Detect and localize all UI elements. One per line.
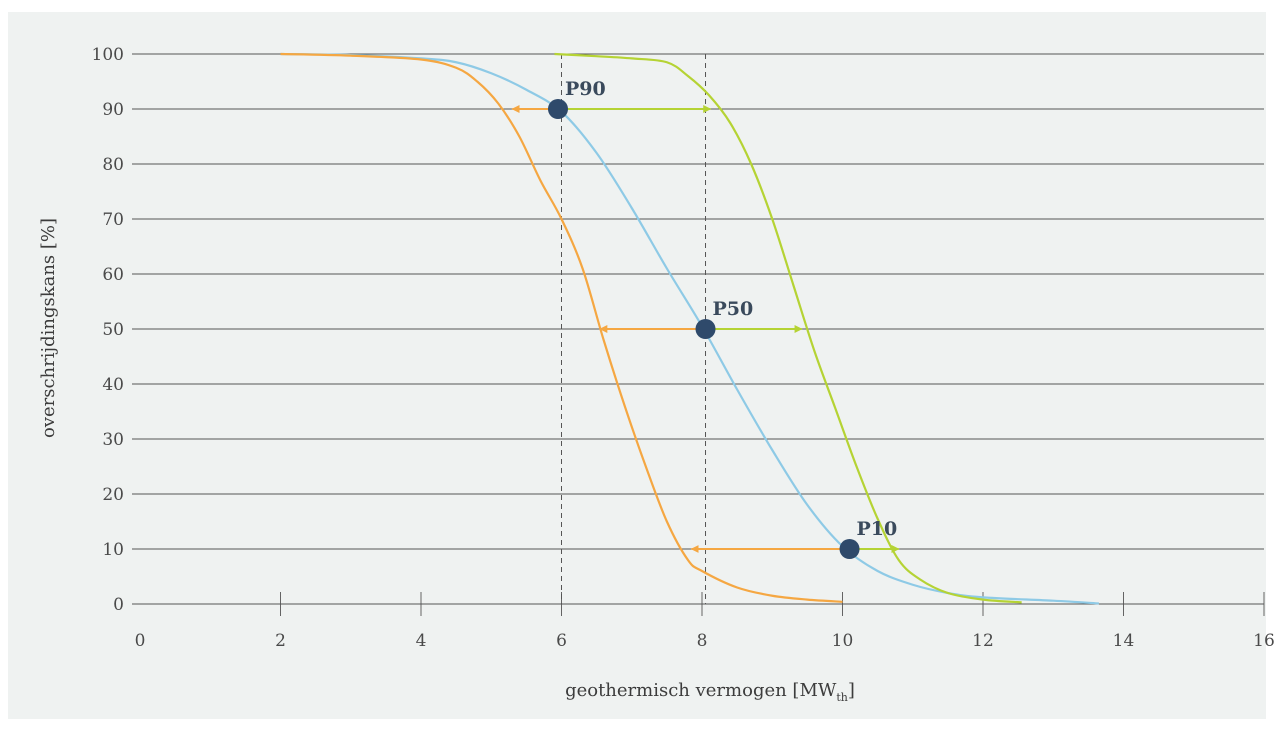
- y-tick-label-30: 30: [102, 430, 124, 450]
- marker-label-p10: P10: [857, 518, 898, 540]
- y-axis-title: overschrijdingskans [%]: [38, 218, 59, 438]
- y-tick-label-0: 0: [113, 595, 124, 615]
- x-axis: 0 2 4 6 8 10 12 14 16: [135, 592, 1274, 651]
- marker-label-p90: P90: [565, 78, 606, 100]
- x-tick-label-16: 16: [1253, 631, 1274, 651]
- x-tick-label-12: 12: [972, 631, 994, 651]
- x-axis-title-subscript: th: [836, 691, 848, 704]
- y-tick-label-70: 70: [102, 210, 124, 230]
- x-tick-label-2: 2: [275, 631, 286, 651]
- marker-p90: [547, 99, 568, 119]
- y-tick-label-60: 60: [102, 265, 124, 285]
- arrows: [511, 105, 900, 553]
- y-tick-label-10: 10: [102, 540, 124, 560]
- x-axis-title: geothermisch vermogen [MWth]: [565, 680, 855, 704]
- x-tick-label-0: 0: [135, 631, 146, 651]
- x-tick-label-8: 8: [697, 631, 708, 651]
- curve-green: [554, 52, 1022, 604]
- marker-p50: [695, 319, 716, 339]
- x-tick-label-10: 10: [832, 631, 854, 651]
- y-axis: 0 10 20 30 40 50 60 70 80 90 100: [92, 45, 124, 615]
- y-tick-label-90: 90: [102, 100, 124, 120]
- y-tick-label-80: 80: [102, 155, 124, 175]
- x-tick-label-4: 4: [416, 631, 427, 651]
- y-tick-label-20: 20: [102, 485, 124, 505]
- marker-p10: [839, 539, 860, 559]
- curve-orange: [280, 52, 843, 603]
- marker-label-p50: P50: [713, 298, 754, 320]
- markers: P90 P50 P10: [547, 78, 898, 559]
- y-tick-label-50: 50: [102, 320, 124, 340]
- y-tick-label-40: 40: [102, 375, 124, 395]
- x-tick-label-14: 14: [1113, 631, 1135, 651]
- y-tick-label-100: 100: [92, 45, 124, 65]
- x-tick-label-6: 6: [556, 631, 567, 651]
